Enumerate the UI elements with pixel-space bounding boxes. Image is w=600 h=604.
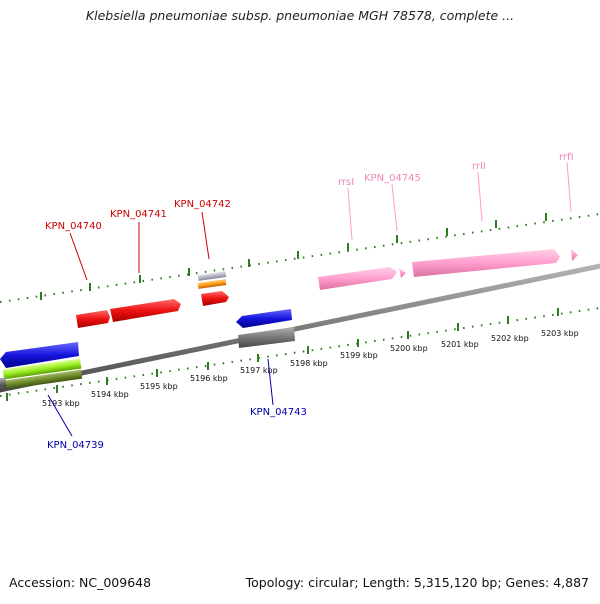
genome-summary-text: Topology: circular; Length: 5,315,120 bp… — [245, 575, 589, 590]
leader-rrli — [477, 171, 483, 222]
feature-silver-block[interactable] — [197, 271, 227, 281]
tick-label-5193: 5193 kbp — [42, 399, 80, 408]
feature-lime-block[interactable] — [2, 358, 82, 380]
rrna-rrsi-arrow[interactable] — [318, 267, 397, 290]
label-rrfi[interactable]: rrfI — [559, 152, 574, 163]
feature-orange-block[interactable] — [197, 279, 227, 289]
accession-text: Accession: NC_009648 — [9, 575, 152, 590]
feature-grey-gene-block[interactable] — [238, 327, 295, 348]
tick-label-5202: 5202 kbp — [491, 334, 529, 343]
label-kpn-04740[interactable]: KPN_04740 — [45, 221, 102, 232]
tick-label-5194: 5194 kbp — [91, 390, 129, 399]
forward-gene-labels: KPN_04740 KPN_04741 KPN_04742 — [45, 199, 231, 281]
rrna-rrfi-arrow[interactable] — [571, 249, 578, 261]
label-kpn-04745[interactable]: KPN_04745 — [364, 173, 421, 184]
tick-label-5197: 5197 kbp — [240, 366, 278, 375]
reverse-gene-labels: KPN_04739 KPN_04743 — [47, 358, 307, 451]
label-kpn-04742[interactable]: KPN_04742 — [174, 199, 231, 210]
label-kpn-04741[interactable]: KPN_04741 — [110, 209, 167, 220]
forward-major-ticks — [40, 213, 547, 300]
tick-label-5200: 5200 kbp — [390, 344, 428, 353]
rrna-rrli-arrow[interactable] — [412, 249, 560, 277]
leader-kpn-04739 — [47, 394, 73, 437]
label-rrli[interactable]: rrlI — [472, 161, 486, 172]
feature-olive-block[interactable] — [5, 369, 83, 390]
leader-kpn-04743 — [267, 358, 274, 406]
feature-grey-block-left[interactable] — [0, 377, 7, 388]
rrna-kpn-04745-arrow[interactable] — [399, 268, 406, 278]
rrna-labels: rrsI KPN_04745 rrlI rrfI — [338, 152, 574, 241]
leader-kpn-04745 — [391, 183, 398, 232]
gene-kpn-04740-arrow[interactable] — [76, 310, 110, 328]
tick-label-5196: 5196 kbp — [190, 374, 228, 383]
gene-kpn-04739-arrow[interactable] — [0, 342, 79, 368]
genome-backbone — [0, 263, 600, 393]
genome-title: Klebsiella pneumoniae subsp. pneumoniae … — [85, 8, 515, 23]
label-kpn-04739[interactable]: KPN_04739 — [47, 440, 104, 451]
reverse-major-ticks — [6, 308, 559, 401]
leader-kpn-04742 — [201, 211, 210, 260]
label-rrsi[interactable]: rrsI — [338, 177, 354, 188]
gene-kpn-04741-arrow[interactable] — [110, 299, 181, 322]
tick-label-5199: 5199 kbp — [340, 351, 378, 360]
leader-kpn-04740 — [69, 232, 88, 281]
tick-label-5201: 5201 kbp — [441, 340, 479, 349]
scale-tick-labels: 5193 kbp 5194 kbp 5195 kbp 5196 kbp 5197… — [42, 329, 579, 408]
tick-label-5198: 5198 kbp — [290, 359, 328, 368]
leader-rrfi — [566, 161, 572, 213]
gene-kpn-04743-arrow[interactable] — [236, 309, 292, 328]
leader-rrsi — [347, 187, 353, 241]
gene-kpn-04742-arrow[interactable] — [201, 291, 229, 306]
tick-label-5203: 5203 kbp — [541, 329, 579, 338]
forward-scale-dots — [0, 213, 600, 303]
label-kpn-04743[interactable]: KPN_04743 — [250, 407, 307, 418]
tick-label-5195: 5195 kbp — [140, 382, 178, 391]
reverse-scale-dots — [0, 307, 600, 397]
